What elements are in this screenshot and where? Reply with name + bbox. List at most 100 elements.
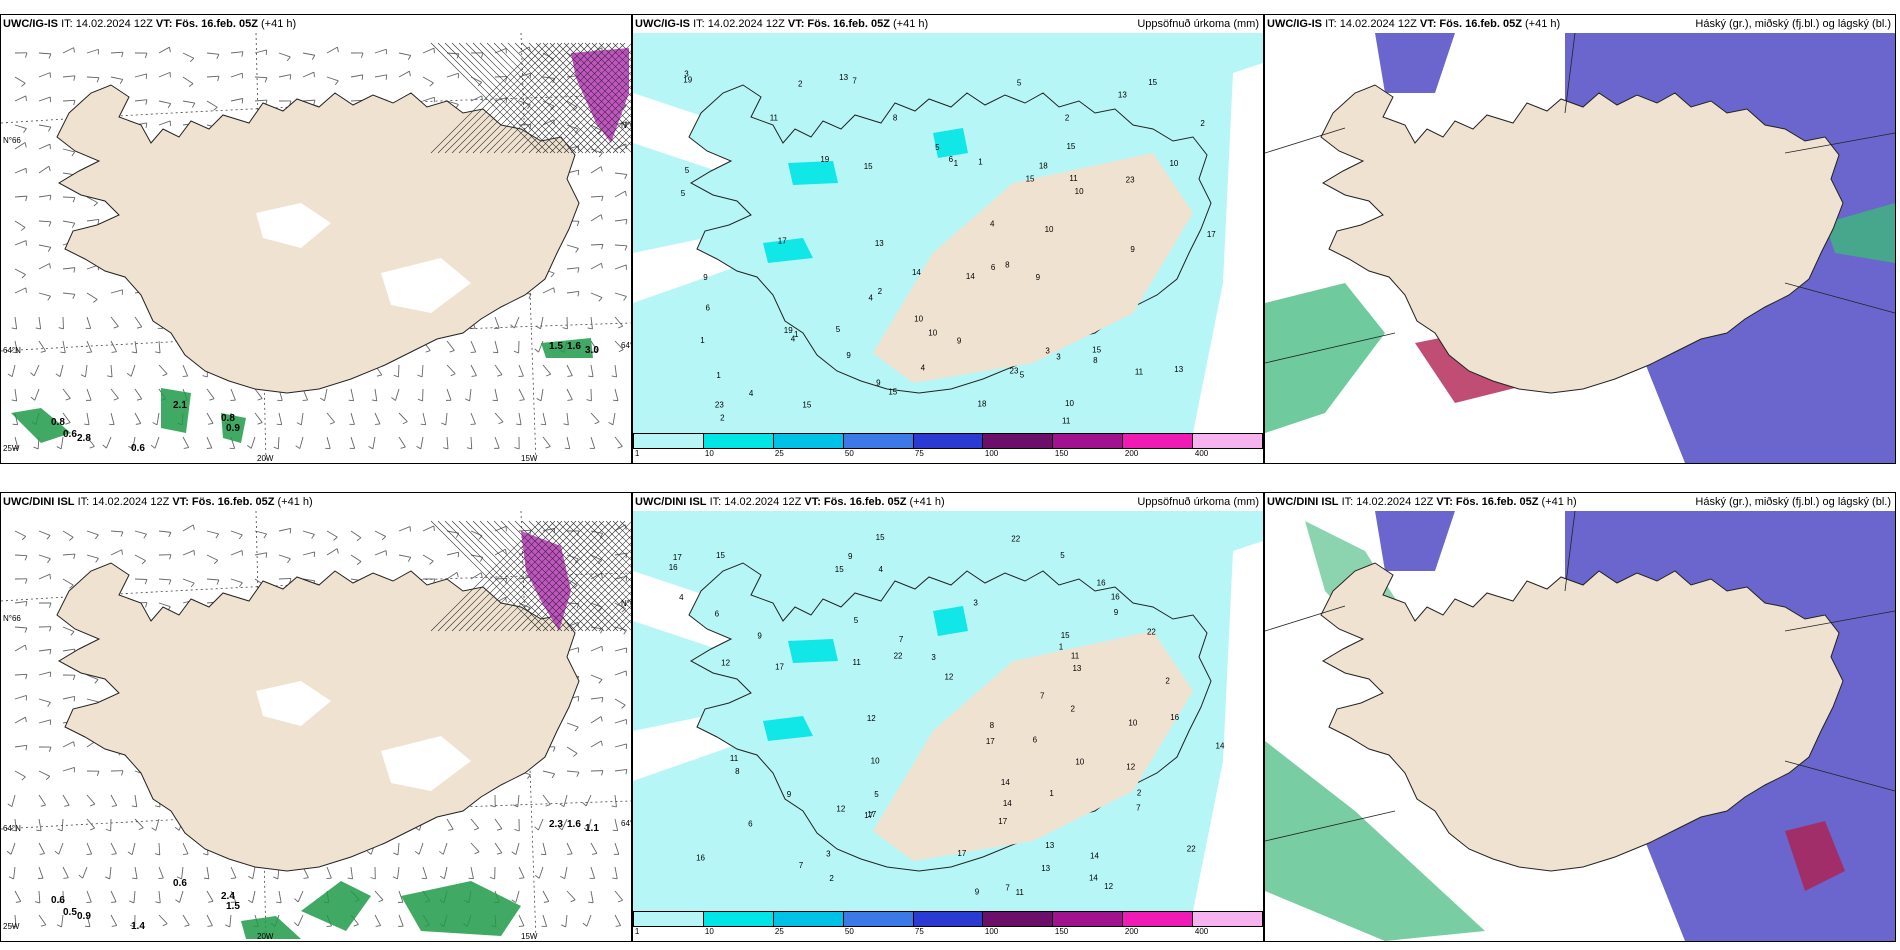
wind-barb bbox=[11, 364, 16, 377]
barb-flag bbox=[105, 828, 111, 832]
wind-barb bbox=[158, 914, 168, 925]
wind-barb bbox=[422, 554, 434, 562]
wind-barb bbox=[398, 70, 410, 78]
wind-barb bbox=[206, 578, 219, 581]
wind-barb bbox=[518, 388, 525, 400]
wind-barb bbox=[422, 47, 435, 54]
wind-barb bbox=[62, 340, 66, 353]
precip-colorbar: 1 10 25 50 75 100 150 200 400 bbox=[633, 433, 1263, 458]
wind-barb bbox=[518, 576, 531, 580]
wind-barb bbox=[38, 96, 51, 102]
barb-flag bbox=[129, 900, 135, 904]
barb-flag bbox=[24, 142, 27, 148]
precip-value: 1 bbox=[1059, 643, 1064, 652]
barb-flag bbox=[573, 584, 578, 589]
barb-flag bbox=[313, 100, 316, 106]
barb-flag bbox=[11, 925, 17, 928]
wind-barb bbox=[14, 340, 19, 353]
barb-flag bbox=[583, 827, 589, 832]
precip-value: 0.5 bbox=[63, 907, 77, 918]
barb-flag bbox=[69, 536, 74, 541]
wind-barb bbox=[469, 388, 472, 401]
barb-flag bbox=[574, 726, 579, 732]
barb-flag bbox=[65, 398, 71, 401]
wind-barb bbox=[590, 340, 598, 352]
wind-barb bbox=[14, 142, 26, 150]
precip-value: 15 bbox=[1092, 346, 1101, 355]
barb-flag bbox=[505, 549, 507, 555]
wind-barb bbox=[614, 914, 621, 926]
wind-barb bbox=[538, 340, 544, 353]
wind-barb bbox=[230, 98, 243, 102]
wind-barb bbox=[614, 244, 628, 247]
wind-barb bbox=[326, 866, 332, 879]
wind-barb bbox=[38, 72, 51, 78]
barb-flag bbox=[34, 901, 40, 904]
wind-barb bbox=[14, 716, 26, 724]
heavy-precip bbox=[933, 606, 968, 636]
wind-barb bbox=[350, 530, 362, 539]
barb-flag bbox=[625, 769, 628, 775]
wind-barb bbox=[324, 388, 328, 401]
precip-value: 4 bbox=[879, 565, 884, 574]
precip-value: 1 bbox=[794, 330, 799, 339]
wind-barb bbox=[590, 740, 602, 748]
barb-flag bbox=[374, 423, 381, 425]
wind-barb bbox=[206, 530, 219, 535]
barb-flag bbox=[49, 195, 52, 201]
wind-barb bbox=[110, 914, 118, 926]
wind-barb bbox=[38, 866, 44, 879]
wind-barb bbox=[278, 412, 283, 425]
barb-flag bbox=[601, 263, 603, 269]
wind-barb bbox=[470, 364, 477, 376]
barb-flag bbox=[625, 219, 628, 225]
precip-value: 0.6 bbox=[63, 429, 77, 440]
wind-barb bbox=[62, 648, 75, 652]
wind-barb bbox=[518, 72, 531, 78]
barb-flag bbox=[536, 398, 542, 402]
wind-barb bbox=[109, 866, 112, 879]
wind-barb bbox=[350, 388, 355, 401]
barb-flag bbox=[303, 877, 309, 879]
panel-dini-precip: UWC/DINI ISL IT: 14.02.2024 12Z VT: Fös.… bbox=[632, 492, 1264, 942]
wind-barb bbox=[278, 578, 292, 580]
wind-barb bbox=[350, 554, 362, 562]
colorbar-label: 100 bbox=[984, 449, 999, 458]
high-cloud-area bbox=[1265, 741, 1485, 941]
barb-flag bbox=[348, 399, 354, 402]
barb-flag bbox=[263, 533, 267, 539]
wind-barb bbox=[538, 866, 544, 879]
barb-flag bbox=[439, 875, 445, 880]
barb-flag bbox=[402, 421, 408, 425]
wind-barb bbox=[398, 554, 411, 558]
barb-flag bbox=[78, 874, 83, 879]
wind-barb bbox=[10, 842, 16, 855]
wind-barb bbox=[38, 52, 52, 55]
barb-flag bbox=[623, 296, 627, 301]
precip-value: 3 bbox=[1056, 353, 1061, 362]
barb-flag bbox=[265, 552, 268, 558]
precip-value: 13 bbox=[1041, 864, 1050, 873]
glacier bbox=[256, 681, 331, 726]
barb-flag bbox=[111, 805, 117, 807]
barb-flag bbox=[95, 558, 99, 563]
barb-flag bbox=[576, 221, 580, 227]
rain-area bbox=[11, 408, 71, 443]
wind-barb bbox=[14, 744, 27, 748]
barb-flag bbox=[72, 294, 76, 299]
precip-value: 11 bbox=[1062, 416, 1071, 425]
barb-flag bbox=[294, 922, 299, 927]
colorbar-labels: 1 10 25 50 75 100 150 200 400 bbox=[633, 927, 1263, 937]
barb-flag bbox=[145, 99, 148, 105]
precip-value: 5 bbox=[681, 189, 686, 198]
wind-barb bbox=[14, 388, 18, 401]
barb-flag bbox=[111, 351, 117, 353]
barb-flag bbox=[36, 829, 42, 832]
barb-flag bbox=[356, 561, 362, 565]
barb-flag bbox=[168, 579, 172, 585]
wind-barb bbox=[230, 890, 237, 903]
wind-map: 0.60.5 0.91.40.62.41.52.3 1.6 1.1N°6664°NN°… bbox=[1, 511, 631, 941]
barb-flag bbox=[241, 98, 244, 104]
wind-barb bbox=[302, 71, 315, 78]
barb-flag bbox=[120, 531, 124, 537]
